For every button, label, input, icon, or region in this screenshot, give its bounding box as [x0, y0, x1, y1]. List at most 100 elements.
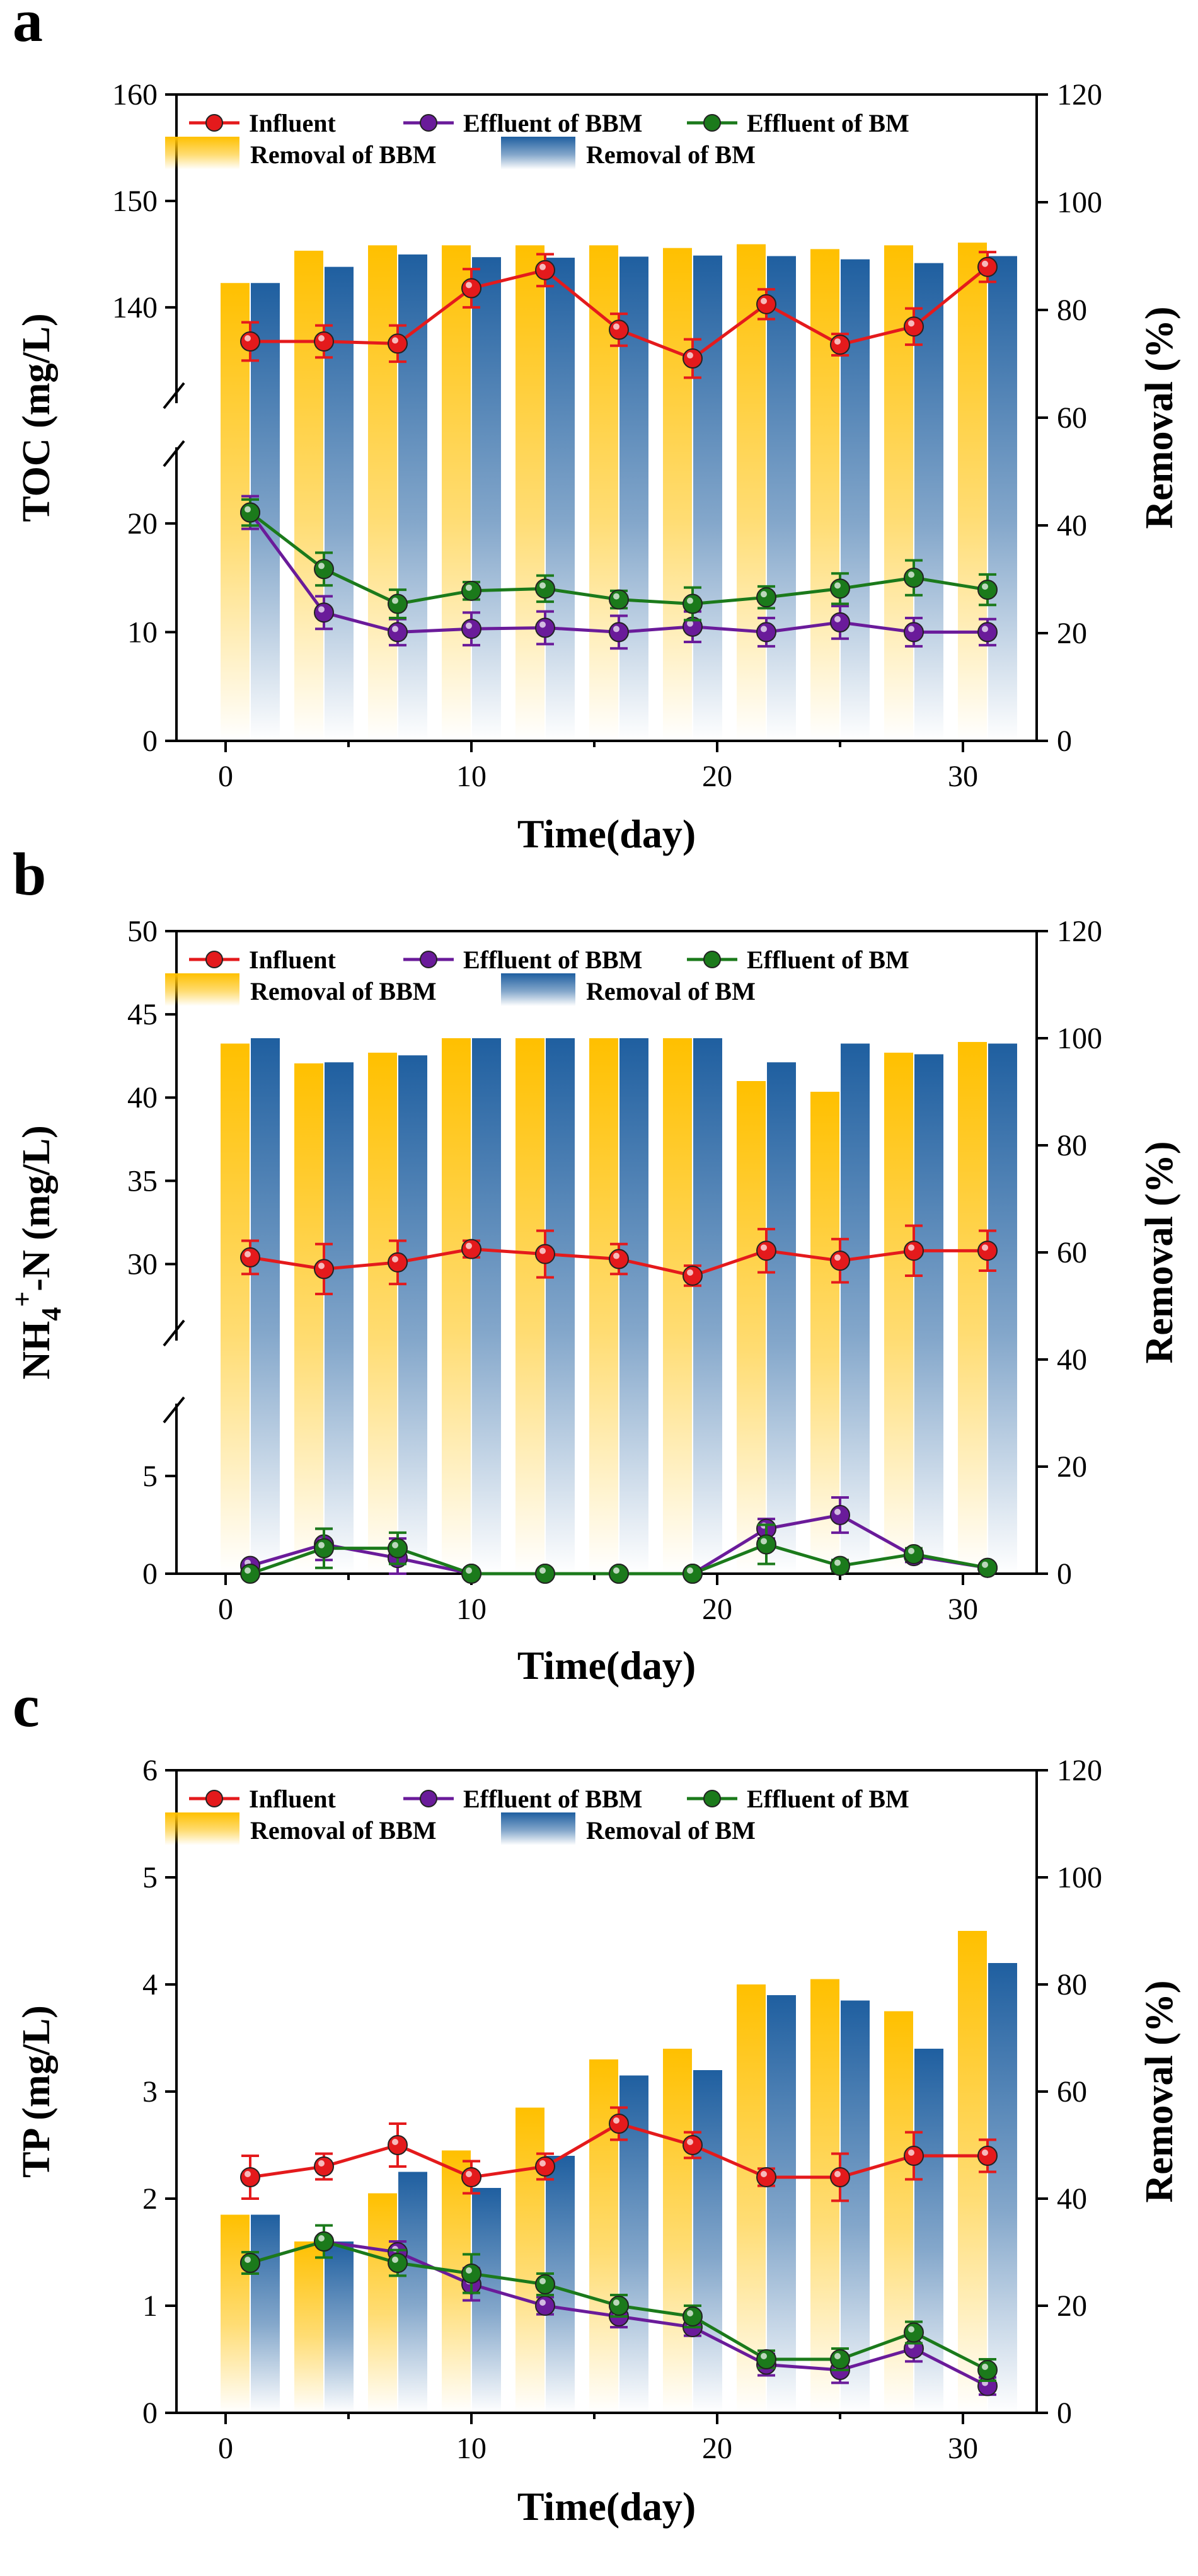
- bar-removal-bm-8: [841, 2000, 870, 2413]
- data-point-highlight: [687, 1567, 693, 1574]
- bar-removal-bbm-1: [294, 2241, 323, 2413]
- y-title-sup: +: [7, 1291, 38, 1307]
- data-point: [609, 319, 629, 340]
- bar-removal-bm-3: [472, 1038, 501, 1574]
- bar-removal-bbm-4: [515, 245, 544, 741]
- axis-break-mark-upper: [163, 1319, 185, 1347]
- right-y-ticks: [1037, 93, 1048, 742]
- data-point: [388, 1538, 408, 1559]
- data-point-highlight: [982, 626, 988, 633]
- data-point: [535, 578, 555, 599]
- data-point: [461, 1564, 481, 1584]
- legend-marker-1: [420, 1790, 437, 1807]
- data-point-highlight: [761, 1244, 767, 1251]
- axis-break-mark-upper: [163, 382, 185, 409]
- bar-removal-bbm-2: [368, 245, 397, 741]
- data-point-highlight: [318, 1262, 325, 1269]
- data-point-highlight: [834, 1559, 841, 1566]
- data-point: [904, 1543, 924, 1564]
- bar-removal-bm-8: [841, 1043, 870, 1574]
- bar-removal-bbm-0: [221, 2214, 250, 2413]
- data-point: [830, 335, 850, 355]
- right-y-tick-label: 100: [1057, 1022, 1102, 1055]
- series-effluent-of-bm: [240, 2224, 998, 2382]
- x-tick-label-0: 0: [218, 1593, 233, 1626]
- x-tick-label-1: 10: [456, 1593, 487, 1626]
- data-point-highlight: [908, 2150, 914, 2156]
- data-point-highlight: [539, 1247, 546, 1254]
- data-point: [756, 294, 776, 314]
- data-point: [830, 1555, 850, 1576]
- bar-removal-bm-4: [546, 258, 575, 741]
- legend-label-1: Effluent of BBM: [463, 109, 642, 137]
- data-point: [240, 1564, 260, 1584]
- data-point-highlight: [834, 1254, 841, 1261]
- panel-label: a: [13, 0, 43, 54]
- data-point-highlight: [834, 2171, 841, 2177]
- data-point: [904, 1240, 924, 1261]
- bar-removal-bm-2: [398, 2172, 427, 2413]
- right-y-tick-label: 40: [1057, 1343, 1087, 1377]
- left-y-tick-label: 45: [127, 998, 158, 1031]
- data-point-highlight: [613, 2299, 619, 2306]
- legend-swatch-0: [165, 137, 239, 169]
- data-point-highlight: [466, 622, 472, 629]
- data-point-highlight: [392, 2257, 398, 2263]
- data-point-highlight: [539, 621, 546, 628]
- data-point: [609, 1564, 629, 1584]
- data-point-highlight: [982, 260, 988, 267]
- data-point-highlight: [539, 2278, 546, 2284]
- legend-label-2: Effluent of BM: [747, 946, 909, 974]
- right-y-axis-title: Removal (%): [1138, 1981, 1181, 2203]
- series-effluent-of-bm: [240, 498, 998, 622]
- data-point: [977, 1240, 998, 1261]
- left-y-tick-label: 35: [127, 1164, 158, 1198]
- data-point: [904, 2322, 924, 2343]
- series-effluent-of-bbm: [240, 495, 998, 650]
- bar-removal-bbm-3: [442, 1038, 471, 1574]
- data-point-highlight: [687, 620, 693, 627]
- data-point-highlight: [466, 2267, 472, 2274]
- data-point-highlight: [539, 582, 546, 589]
- data-point-highlight: [318, 1542, 325, 1548]
- data-point-highlight: [687, 352, 693, 359]
- data-point: [904, 568, 924, 588]
- data-point: [314, 602, 334, 623]
- bar-removal-bbm-8: [810, 1979, 839, 2413]
- bars-group: [221, 1931, 1017, 2413]
- right-y-tick-label: 100: [1057, 186, 1102, 219]
- right-y-tick-label: 120: [1057, 78, 1102, 112]
- data-point-highlight: [539, 1567, 546, 1574]
- data-point: [240, 502, 260, 523]
- right-y-tick-label: 20: [1057, 617, 1087, 650]
- y-title-main: NH: [15, 1321, 58, 1380]
- left-y-tick-label: 160: [112, 78, 158, 112]
- bar-removal-bbm-3: [442, 245, 471, 741]
- axis-break-mark-lower: [163, 1396, 185, 1424]
- data-point-highlight: [613, 1567, 619, 1574]
- bar-removal-bbm-7: [737, 1984, 766, 2413]
- legend-marker-2: [703, 1790, 721, 1807]
- data-point: [683, 593, 703, 614]
- bar-removal-bbm-10: [958, 243, 987, 741]
- right-y-tick-label: 40: [1057, 509, 1087, 542]
- data-point-highlight: [982, 2150, 988, 2156]
- bar-removal-bbm-7: [737, 244, 766, 741]
- x-tick-label-2: 20: [702, 2432, 732, 2465]
- data-point: [388, 2135, 408, 2155]
- data-point: [609, 2114, 629, 2134]
- data-point-highlight: [761, 591, 767, 598]
- left-y-axis-title: TP (mg/L): [15, 2005, 58, 2178]
- data-point-highlight: [834, 582, 841, 589]
- data-point: [756, 1534, 776, 1555]
- data-point: [830, 1504, 850, 1525]
- data-point: [756, 2349, 776, 2369]
- bar-removal-bm-0: [251, 1038, 280, 1574]
- data-point: [904, 316, 924, 337]
- left-y-tick-label: 5: [142, 1861, 158, 1894]
- series-influent: [240, 2106, 998, 2202]
- bar-removal-bm-6: [693, 2070, 722, 2413]
- data-point: [240, 2253, 260, 2273]
- data-point-highlight: [245, 335, 251, 341]
- bar-removal-bbm-1: [294, 250, 323, 741]
